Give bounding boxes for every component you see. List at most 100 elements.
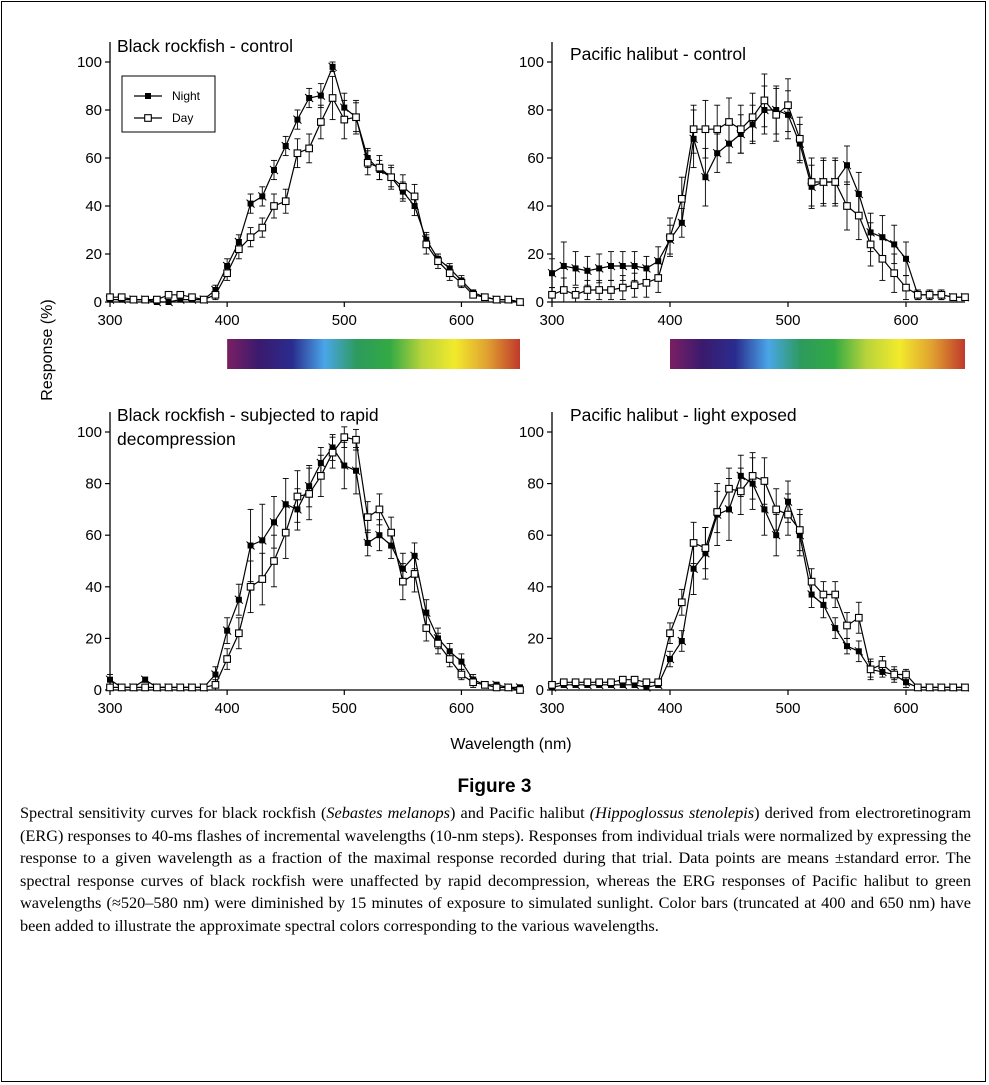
data-point-day	[434, 639, 442, 648]
data-point-day	[188, 683, 196, 692]
data-point-day	[492, 295, 501, 304]
data-point-day	[583, 286, 592, 294]
data-point-day	[713, 508, 722, 516]
data-point-day	[305, 490, 313, 498]
data-point-day	[902, 670, 910, 679]
data-point-night-cross	[760, 505, 769, 514]
legend: Night Day	[121, 75, 216, 133]
series-night	[105, 434, 525, 692]
data-point-night-cross	[677, 636, 687, 646]
data-point-night-cross	[547, 268, 557, 278]
series-line	[551, 475, 965, 689]
data-point-day	[317, 118, 325, 126]
data-point-night-cross	[140, 675, 150, 685]
chart-panel-1: 0 20 40 60 80 100 300 400 500 600 Black rockfish -…	[77, 36, 525, 329]
caption-text-3: ) derived from electroretinogram (ERG) r…	[20, 803, 971, 935]
data-point-night-cross	[842, 641, 852, 651]
data-point-day	[713, 125, 722, 134]
data-point-day	[807, 577, 816, 586]
data-point-day	[949, 683, 958, 692]
data-point-day	[595, 678, 604, 687]
data-point-day	[410, 570, 419, 578]
data-point-day	[164, 683, 173, 692]
data-point-day	[305, 144, 313, 153]
data-point-night-cross	[901, 254, 911, 264]
data-point-day	[725, 484, 733, 493]
y-tick-label: 40	[85, 198, 102, 215]
data-point-day	[399, 577, 407, 586]
data-point-day	[117, 293, 126, 302]
caption-text-1: Spectral sensitivity curves for black ro…	[20, 803, 327, 822]
series-night	[547, 454, 970, 692]
data-point-day	[363, 513, 372, 521]
data-point-night-cross	[269, 517, 279, 527]
data-point-day	[445, 655, 454, 663]
data-point-day	[375, 163, 384, 172]
data-point-night-cross	[689, 564, 698, 574]
data-point-night-cross	[559, 261, 569, 271]
data-point-day	[153, 683, 161, 692]
data-point-day	[878, 660, 887, 669]
data-point-day	[701, 125, 710, 134]
data-point-night-cross	[842, 160, 852, 170]
y-tick-label: 40	[527, 198, 544, 215]
data-point-day	[736, 125, 745, 134]
data-point-night-cross	[234, 595, 244, 605]
data-point-day	[807, 178, 816, 186]
data-point-day	[106, 683, 114, 692]
data-point-day	[223, 655, 231, 663]
figure-title: Figure 3	[457, 776, 532, 797]
data-point-day	[748, 113, 757, 122]
data-point-day	[164, 290, 173, 299]
x-tick-label: 600	[449, 312, 474, 329]
data-point-day	[328, 448, 337, 457]
data-point-day	[925, 290, 934, 299]
data-point-day	[618, 283, 627, 292]
data-point-day	[399, 182, 407, 191]
data-point-night-cross	[606, 261, 616, 271]
data-point-day	[469, 290, 477, 299]
data-point-night-cross	[363, 538, 373, 548]
data-point-night-cross	[571, 264, 580, 273]
data-point-day	[913, 290, 922, 299]
data-point-night-cross	[889, 240, 899, 249]
data-point-night-cross	[246, 541, 255, 550]
data-point-day	[141, 683, 149, 692]
data-point-day	[607, 286, 615, 294]
data-point-night-cross	[457, 657, 466, 666]
data-point-day	[387, 528, 395, 537]
data-point-day	[481, 680, 489, 689]
data-point-day	[199, 683, 208, 692]
data-point-day	[445, 269, 454, 278]
data-point-night-cross	[222, 626, 232, 636]
x-tick-label: 300	[539, 312, 564, 329]
data-point-day	[583, 678, 592, 687]
spectrum-color-bar	[227, 339, 520, 369]
series-night	[547, 85, 970, 302]
data-point-day	[866, 240, 875, 249]
data-point-day	[571, 290, 580, 299]
data-point-day	[701, 544, 710, 552]
data-point-day	[689, 539, 698, 547]
legend-box	[121, 75, 216, 133]
data-point-day	[902, 283, 910, 292]
data-point-day	[328, 94, 337, 102]
y-tick-label: 20	[85, 630, 102, 647]
series-day	[548, 452, 969, 692]
data-point-night-cross	[665, 654, 675, 664]
x-tick-label: 500	[332, 700, 357, 717]
data-point-day	[843, 202, 851, 210]
data-point-night-cross	[583, 266, 592, 276]
data-point-day	[642, 678, 651, 687]
data-point-day	[748, 472, 757, 480]
data-point-day	[340, 433, 349, 442]
y-tick-label: 20	[527, 630, 544, 647]
y-tick-label: 100	[77, 424, 102, 441]
data-point-day	[925, 683, 934, 692]
series-day	[548, 73, 969, 303]
data-point-day	[504, 683, 513, 692]
chart-panel-3: 0 20 40 60 80 100 300 400 500 600 Black rockfish -…	[77, 405, 525, 717]
data-point-night-cross	[701, 172, 710, 182]
data-point-day	[235, 245, 243, 254]
data-point-day	[270, 557, 278, 565]
